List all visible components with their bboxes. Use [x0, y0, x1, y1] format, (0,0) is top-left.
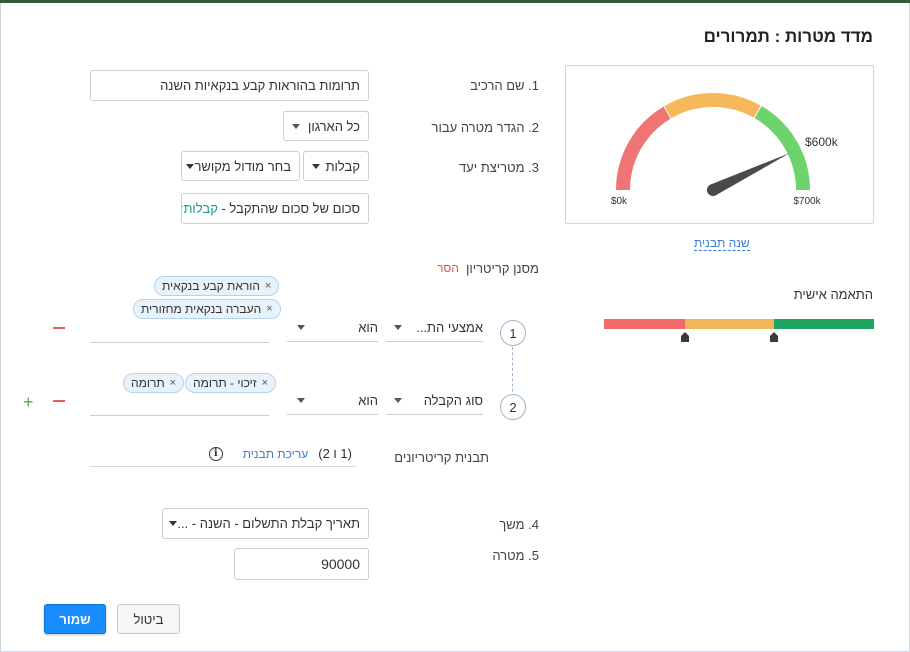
personalization-markers — [604, 329, 874, 342]
top-accent-bar — [0, 0, 910, 3]
personalization-segment-2 — [685, 319, 775, 329]
chevron-down-icon — [297, 325, 305, 330]
related-module-placeholder: בחר מודול מקושר — [194, 158, 291, 174]
info-icon[interactable]: i — [208, 446, 223, 461]
remove-criterion-1-icon[interactable] — [53, 327, 65, 329]
remove-criterion-2-icon[interactable] — [53, 400, 65, 402]
criterion-1-field-select[interactable]: אמצעי הת... — [386, 314, 483, 342]
gauge-band-1 — [616, 106, 672, 191]
operator-value: הוא — [358, 320, 378, 335]
module-value: קבלות — [325, 158, 360, 174]
chip-remove-icon[interactable]: × — [261, 377, 269, 389]
chip-remove-icon[interactable]: × — [266, 303, 273, 315]
gauge-needle — [707, 153, 790, 196]
gauge-chart: $0k $700k $600k — [611, 93, 839, 207]
define-for-label: 2. הגדר מטרה עבור — [431, 120, 539, 135]
duration-value: תאריך קבלת התשלום - השנה - ... — [177, 516, 360, 531]
criterion-2-value-line[interactable] — [90, 415, 269, 416]
chevron-down-icon — [394, 325, 402, 330]
add-criterion-icon[interactable]: + — [23, 392, 34, 412]
gauge-needle-hub — [707, 184, 719, 196]
chevron-down-icon — [297, 398, 305, 403]
edit-template-link[interactable]: עריכת תבנית — [242, 446, 309, 461]
chevron-down-icon — [394, 398, 402, 403]
duration-label: 4. משך — [499, 517, 539, 532]
criterion-2-field-select[interactable]: סוג הקבלה — [386, 387, 483, 415]
criterion-1-value-line[interactable] — [90, 342, 269, 343]
aggregate-module: קבלות — [183, 201, 218, 216]
dialog-title: מדד מטרות : תמרורים — [703, 27, 873, 46]
operator-value: הוא — [358, 393, 378, 408]
criteria-template-label: תבנית קריטריונים — [394, 450, 489, 465]
aggregate-text: סכום של סכום שהתקבל - קבלות — [183, 201, 360, 216]
threshold-handle-2[interactable] — [770, 329, 779, 347]
criterion-1-chip-1[interactable]: × הוראת קבע בנקאית — [154, 276, 280, 296]
target-metric-label: 3. מטריצת יעד — [458, 160, 539, 175]
gauge-band-2 — [664, 93, 762, 119]
module-select[interactable]: קבלות — [303, 151, 369, 181]
field-value: סוג הקבלה — [423, 393, 483, 408]
gauge-bands — [616, 93, 810, 191]
chip-label: תרומה — [131, 376, 165, 390]
chip-label: הוראת קבע בנקאית — [162, 279, 261, 293]
chevron-down-icon — [182, 206, 184, 211]
chevron-down-icon — [292, 123, 300, 129]
criterion-2-chip-2[interactable]: × תרומה — [123, 373, 185, 393]
define-for-value: כל הארגון — [307, 118, 360, 134]
personalization-label: התאמה אישית — [793, 287, 873, 302]
threshold-handle-1[interactable] — [681, 329, 689, 347]
gauge-value-label: $600k — [805, 135, 839, 149]
chevron-down-icon — [312, 163, 320, 169]
personalization-bar — [604, 319, 874, 329]
aggregate-prefix: סכום של סכום שהתקבל - — [217, 201, 360, 216]
name-input[interactable]: תרומות בהוראות קבע בנקאיות השנה — [90, 70, 369, 101]
save-button[interactable]: שמור — [44, 604, 106, 634]
criteria-filter-label: מסנן קריטריון — [465, 261, 539, 276]
criterion-1-operator-select[interactable]: הוא — [287, 314, 378, 342]
gauge-preview: $0k $700k $600k — [565, 65, 874, 224]
gauge-needle-pointer — [710, 153, 790, 196]
gauge-max-label: $700k — [793, 196, 821, 207]
criteria-connector — [512, 347, 513, 397]
criterion-1-chip-2[interactable]: × העברה בנקאית מחזורית — [133, 299, 281, 319]
criterion-2-operator-select[interactable]: הוא — [287, 387, 378, 415]
chevron-down-icon — [186, 163, 195, 169]
personalization-segment-1 — [604, 319, 685, 329]
target-value: 90000 — [321, 556, 360, 572]
criteria-template-field: (1 ו 2) עריכת תבנית i — [90, 441, 356, 467]
criterion-2-chip-1[interactable]: × זיכוי - תרומה — [185, 373, 277, 393]
cancel-button[interactable]: ביטול — [117, 604, 180, 634]
criterion-1-index: 1 — [500, 320, 526, 346]
aggregate-select[interactable]: סכום של סכום שהתקבל - קבלות — [181, 193, 369, 224]
target-input[interactable]: 90000 — [234, 548, 369, 580]
gauge-min-label: $0k — [611, 196, 628, 207]
change-template-link[interactable]: שנה תבנית — [694, 236, 750, 251]
criterion-2-index: 2 — [500, 394, 526, 420]
duration-select[interactable]: תאריך קבלת התשלום - השנה - ... — [162, 508, 369, 539]
name-input-value: תרומות בהוראות קבע בנקאיות השנה — [160, 78, 360, 93]
chip-remove-icon[interactable]: × — [169, 377, 177, 389]
criteria-template-value: (1 ו 2) — [318, 446, 352, 461]
remove-filter-link[interactable]: הסר — [437, 261, 459, 275]
field-value: אמצעי הת... — [416, 320, 483, 335]
chevron-down-icon — [169, 521, 178, 526]
chip-label: זיכוי - תרומה — [193, 376, 257, 390]
chip-remove-icon[interactable]: × — [265, 280, 272, 292]
related-module-select[interactable]: בחר מודול מקושר — [181, 151, 300, 181]
name-label: 1. שם הרכיב — [470, 78, 539, 93]
target-label: 5. מטרה — [492, 548, 539, 563]
goal-dialog: מדד מטרות : תמרורים 1. שם הרכיב תרומות ב… — [0, 3, 910, 652]
chip-label: העברה בנקאית מחזורית — [141, 302, 262, 316]
define-for-select[interactable]: כל הארגון — [283, 111, 369, 141]
personalization-segment-3 — [774, 319, 874, 329]
gauge-band-3 — [754, 106, 810, 191]
